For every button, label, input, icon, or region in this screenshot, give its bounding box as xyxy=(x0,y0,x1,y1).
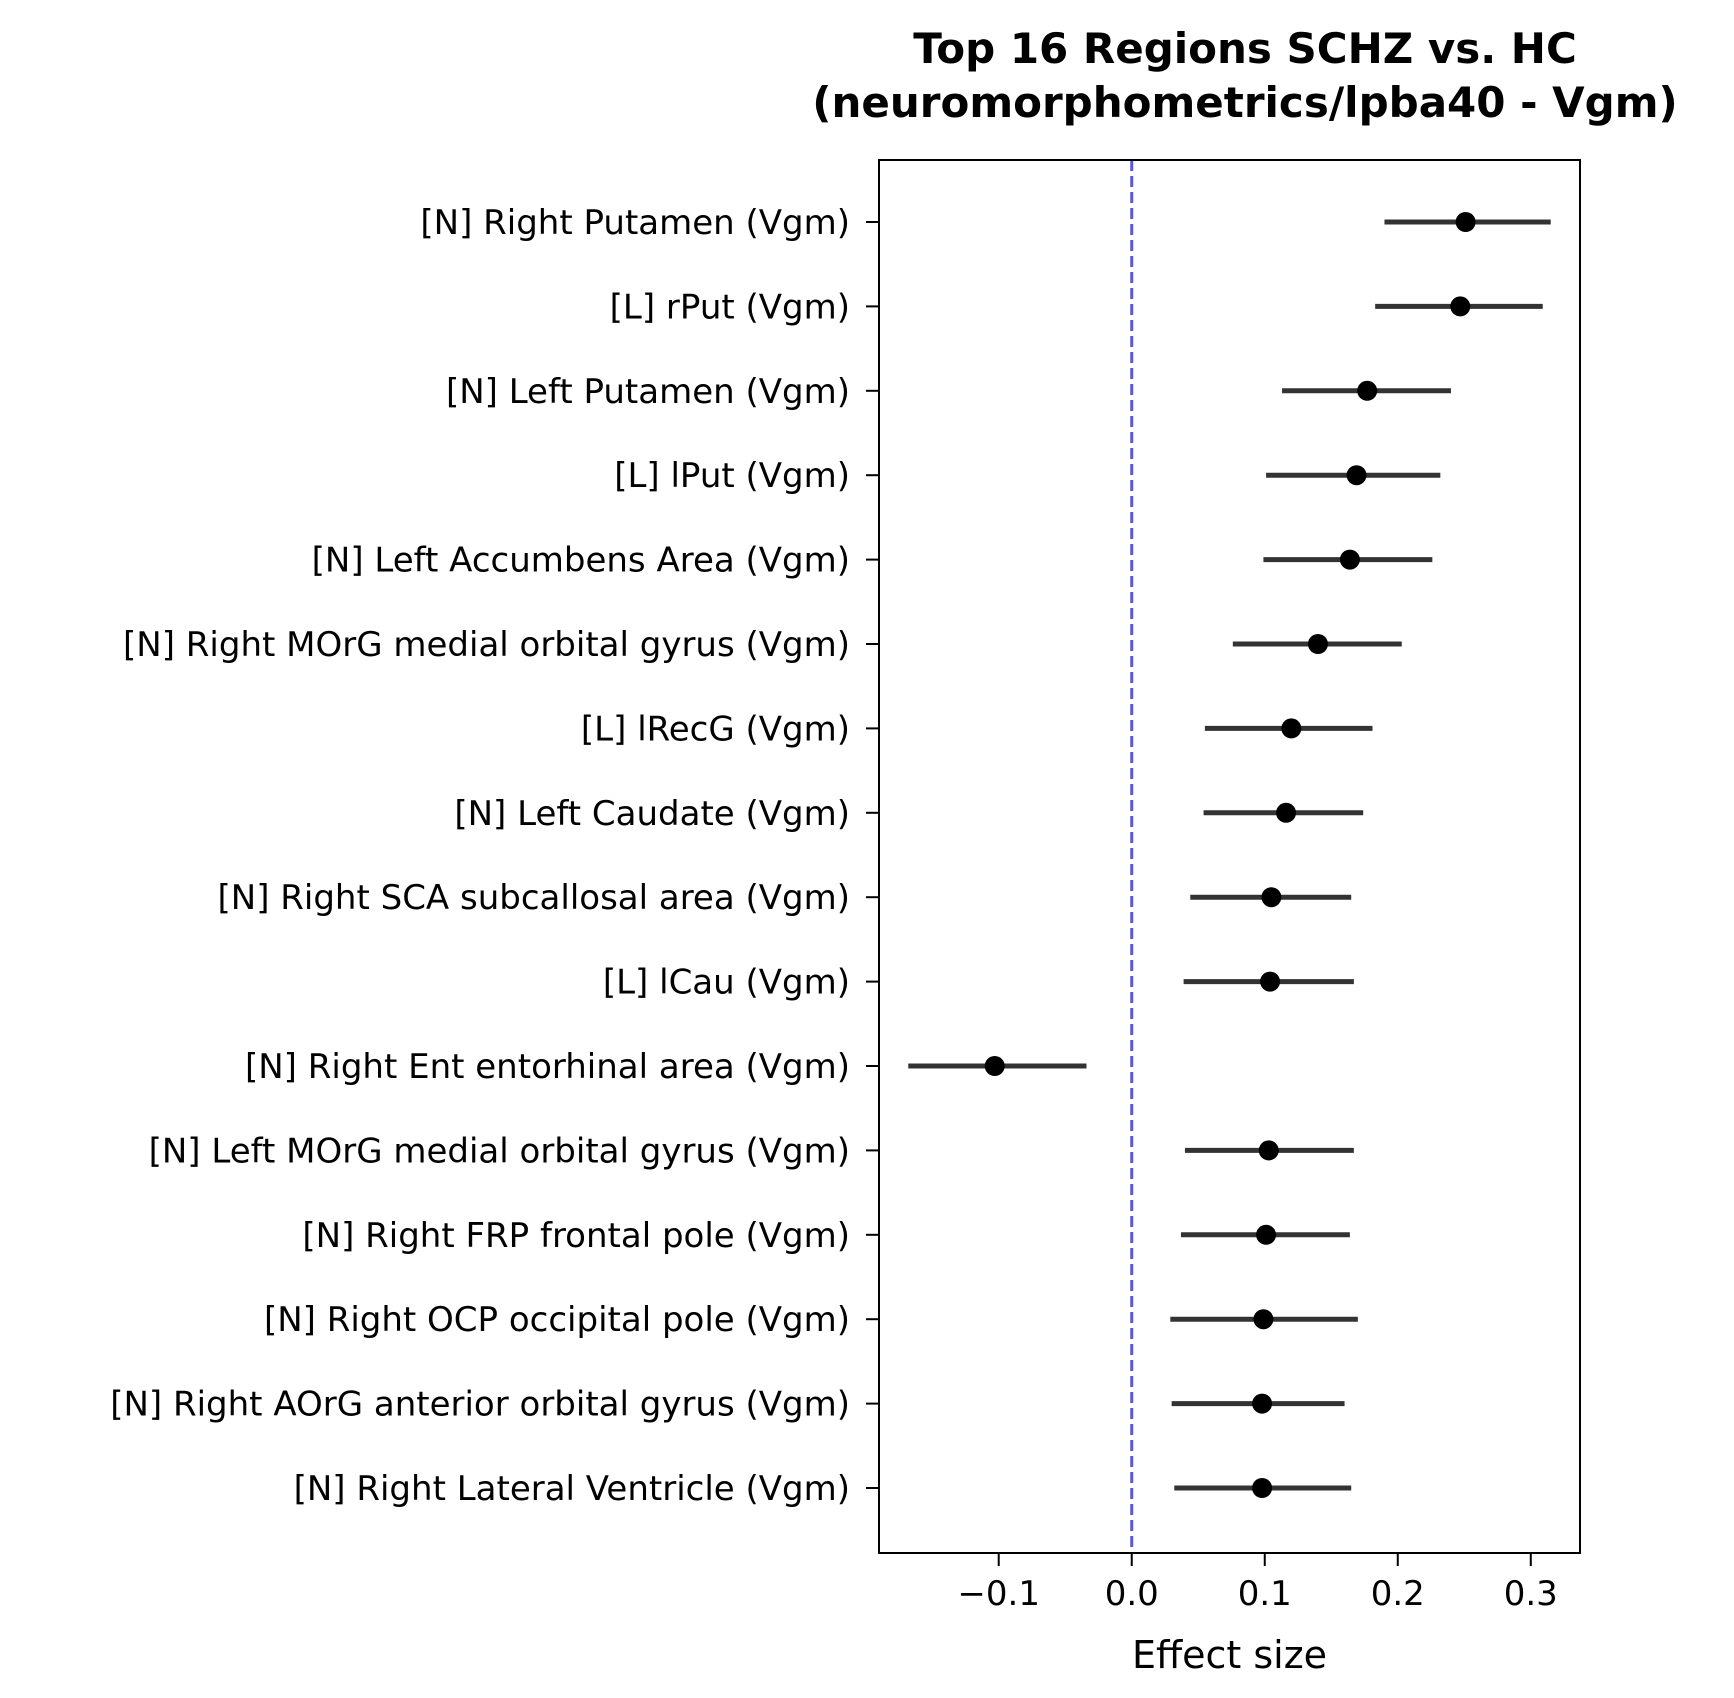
confidence-interval-layer xyxy=(908,219,1551,1491)
region-label: [N] Right Ent entorhinal area (Vgm) xyxy=(245,1047,850,1087)
region-label: [N] Left MOrG medial orbital gyrus (Vgm) xyxy=(149,1131,850,1171)
x-tick-label: 0.1 xyxy=(1238,1574,1292,1614)
region-label: [N] Right Lateral Ventricle (Vgm) xyxy=(294,1469,850,1509)
effect-point xyxy=(1450,296,1471,317)
x-axis-ticks: −0.1 0.0 0.1 0.2 0.3 xyxy=(957,1553,1558,1614)
effect-point xyxy=(1252,1478,1273,1498)
effect-point xyxy=(1260,971,1281,992)
effect-point xyxy=(1281,718,1302,739)
effect-point xyxy=(1346,465,1367,486)
effect-point xyxy=(1253,1309,1274,1330)
region-label: [L] lRecG (Vgm) xyxy=(581,709,850,749)
effect-point-layer xyxy=(984,212,1476,1498)
region-label: [N] Right FRP frontal pole (Vgm) xyxy=(302,1216,850,1256)
chart-title-line-1: Top 16 Regions SCHZ vs. HC xyxy=(913,24,1577,73)
effect-point xyxy=(1256,1224,1277,1245)
effect-point xyxy=(1252,1393,1273,1414)
region-label: [N] Left Caudate (Vgm) xyxy=(454,794,850,834)
region-label: [L] rPut (Vgm) xyxy=(610,287,850,327)
effect-point xyxy=(1339,549,1360,570)
region-label: [N] Right Putamen (Vgm) xyxy=(420,203,850,243)
x-tick-label: 0.0 xyxy=(1105,1574,1159,1614)
region-label: [N] Right AOrG anterior orbital gyrus (V… xyxy=(110,1385,850,1425)
y-axis-ticks: [N] Right Putamen (Vgm) [L] rPut (Vgm) [N]… xyxy=(110,203,879,1509)
effect-point xyxy=(1455,212,1476,232)
x-tick-label: −0.1 xyxy=(957,1574,1040,1614)
effect-point xyxy=(1261,887,1282,908)
chart-title-line-2: (neuromorphometrics/lpba40 - Vgm) xyxy=(812,78,1678,127)
effect-point xyxy=(1357,380,1378,401)
region-label: [L] lPut (Vgm) xyxy=(614,456,850,496)
x-axis-label: Effect size xyxy=(1132,1633,1327,1677)
effect-point xyxy=(1258,1140,1279,1161)
region-label: [L] lCau (Vgm) xyxy=(603,963,850,1003)
effect-point xyxy=(1276,802,1297,823)
region-label: [N] Left Putamen (Vgm) xyxy=(446,372,850,412)
axes-frame xyxy=(878,159,1581,1554)
effect-point xyxy=(1307,634,1328,654)
effect-point xyxy=(984,1056,1005,1076)
x-tick-label: 0.2 xyxy=(1371,1574,1425,1614)
region-label: [N] Right OCP occipital pole (Vgm) xyxy=(264,1300,850,1340)
region-label: [N] Left Accumbens Area (Vgm) xyxy=(312,541,850,581)
region-label: [N] Right SCA subcallosal area (Vgm) xyxy=(218,878,851,918)
region-label: [N] Right MOrG medial orbital gyrus (Vgm… xyxy=(123,625,850,665)
x-tick-label: 0.3 xyxy=(1504,1574,1558,1614)
